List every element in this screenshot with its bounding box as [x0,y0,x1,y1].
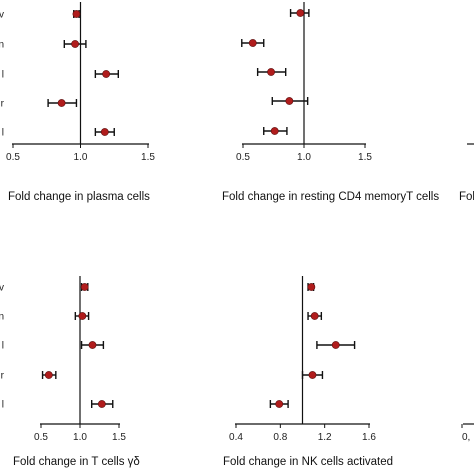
point-estimate [57,99,66,107]
point-estimate [310,312,319,320]
row-label: v [0,283,4,294]
x-axis-label: Fold change in T cells γδ [13,456,140,468]
x-tick-label: 0.5 [34,432,48,443]
row-label: l [2,400,4,411]
panel-resting-cd4-memory-t-cells: 0.5 1.0 1.5 Fold change in resting CD4 mem… [222,2,439,203]
x-tick-label: 0.8 [273,432,287,443]
point-estimate [71,40,79,48]
row-label: n [0,312,4,323]
point-estimate [78,312,87,320]
panel-truncated-top-right: Fold [459,143,474,203]
row-label: l [2,341,4,352]
x-axis-label: Fold change in NK cells activated [223,456,393,468]
x-tick-label: 1.6 [362,432,376,443]
panel-t-cells-gamma-delta: v n l r l 0.5 1.0 1.5 Fold change in T cells γ… [0,276,140,468]
x-tick-label: 0.5 [6,152,20,163]
x-tick-label: 1.2 [318,432,332,443]
x-tick-label: 1.0 [297,152,311,163]
x-tick-label: 1.0 [73,432,87,443]
x-axis-label: Fold change in plasma cells [8,191,150,203]
panel-plasma-cells: v n l r l 0.5 1.0 1.5 Fold change in plasma ce… [0,2,155,203]
x-tick-label: 1.5 [112,432,126,443]
point-estimate [100,128,109,136]
point-estimate [285,97,294,105]
point-estimate [102,70,111,78]
row-label: l [2,128,4,139]
x-axis-label: Fold [459,191,474,203]
x-tick-label: 0, [462,432,470,443]
point-estimate [88,341,97,349]
point-estimate [97,400,106,408]
row-label: n [0,40,4,51]
point-estimate [307,283,316,291]
panel-truncated-bottom-right: 0, [461,423,474,443]
row-label: l [2,70,4,81]
point-estimate [44,371,53,379]
point-estimate [296,9,305,17]
x-axis-label: Fold change in resting CD4 memoryT cells [222,191,439,203]
point-estimate [275,400,284,408]
x-tick-label: 0.4 [229,432,243,443]
x-tick-label: 1.5 [358,152,372,163]
x-tick-label: 1.5 [141,152,155,163]
point-estimate [270,127,279,135]
row-label: v [0,10,4,21]
point-estimate [248,39,257,47]
point-estimate [331,341,340,349]
row-label: r [1,371,5,382]
panel-nk-cells-activated: 0.4 0.8 1.2 1.6 Fold change in NK cells act… [223,276,393,468]
row-label: r [1,99,5,110]
point-estimate [72,10,81,18]
x-tick-label: 1.0 [74,152,88,163]
point-estimate [308,371,317,379]
point-estimate [267,68,275,76]
x-tick-label: 0.5 [236,152,250,163]
point-estimate [80,283,89,291]
